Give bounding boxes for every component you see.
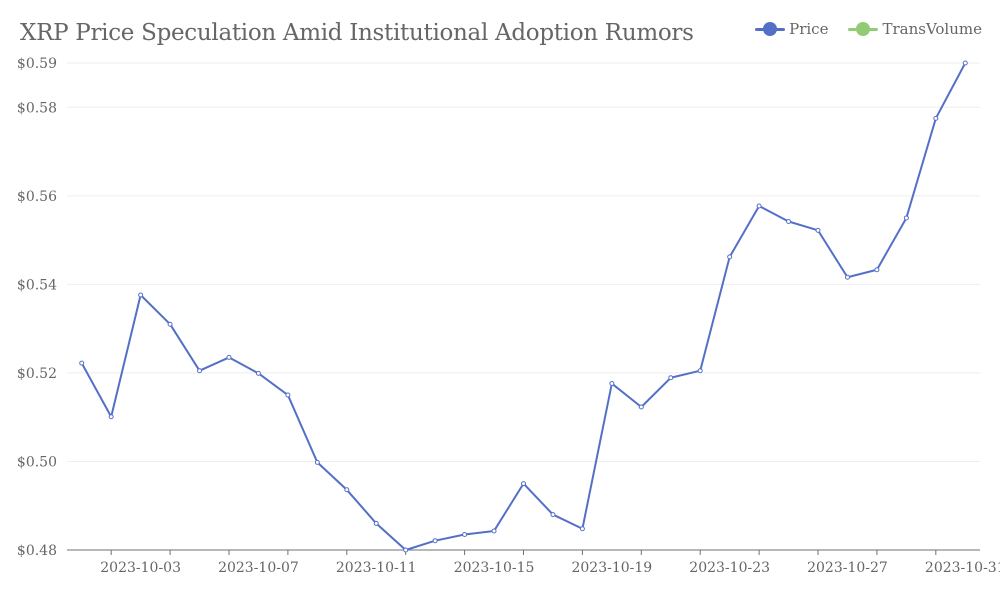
x-tick-label: 2023-10-27 — [807, 560, 888, 576]
y-tick-label: $0.59 — [17, 56, 57, 72]
data-point — [550, 512, 556, 518]
x-tick-label: 2023-10-15 — [454, 560, 535, 576]
y-tick-label: $0.52 — [17, 366, 57, 382]
data-point — [226, 354, 232, 360]
data-point — [403, 547, 409, 553]
data-point — [786, 218, 792, 224]
data-point — [815, 227, 821, 233]
data-point — [344, 487, 350, 493]
legend-label-price: Price — [789, 20, 829, 38]
legend-swatch-price — [755, 22, 786, 36]
data-point — [167, 321, 173, 327]
legend-swatch-transvolume — [848, 22, 879, 36]
data-point — [432, 538, 438, 544]
data-point — [373, 520, 379, 526]
y-tick-label: $0.56 — [17, 189, 57, 205]
chart-title: XRP Price Speculation Amid Institutional… — [20, 20, 694, 46]
y-tick-label: $0.54 — [17, 277, 57, 293]
data-point — [521, 481, 526, 487]
data-point — [138, 292, 144, 298]
data-point — [933, 115, 939, 121]
data-point — [314, 459, 320, 465]
legend: Price TransVolume — [755, 20, 982, 38]
x-tick-label: 2023-10-11 — [336, 560, 417, 576]
data-point — [79, 360, 85, 366]
x-tick-label: 2023-10-31 — [925, 560, 1000, 576]
data-point — [197, 368, 203, 374]
data-point — [638, 404, 644, 410]
x-tick-label: 2023-10-19 — [571, 560, 652, 576]
x-tick-label: 2023-10-23 — [689, 560, 770, 576]
series-line-price — [80, 62, 967, 551]
x-tick-label: 2023-10-07 — [218, 560, 299, 576]
y-tick-label: $0.58 — [17, 100, 57, 116]
data-point — [255, 370, 261, 376]
data-point — [579, 526, 585, 532]
data-point — [756, 203, 762, 209]
data-point — [962, 60, 968, 66]
data-point — [844, 274, 850, 280]
data-point — [668, 375, 674, 381]
legend-label-transvolume: TransVolume — [882, 20, 982, 38]
data-point — [727, 254, 733, 260]
data-point — [874, 267, 880, 273]
legend-item-transvolume[interactable]: TransVolume — [848, 20, 982, 38]
data-point — [609, 381, 615, 387]
data-point — [108, 414, 114, 420]
data-point — [697, 368, 703, 374]
data-point — [285, 392, 291, 398]
x-tick-label: 2023-10-03 — [100, 560, 181, 576]
data-point — [903, 215, 909, 221]
data-point — [462, 532, 468, 538]
data-point — [491, 528, 497, 534]
legend-item-price[interactable]: Price — [755, 20, 828, 38]
y-tick-label: $0.50 — [17, 454, 57, 470]
y-tick-label: $0.48 — [17, 543, 57, 559]
